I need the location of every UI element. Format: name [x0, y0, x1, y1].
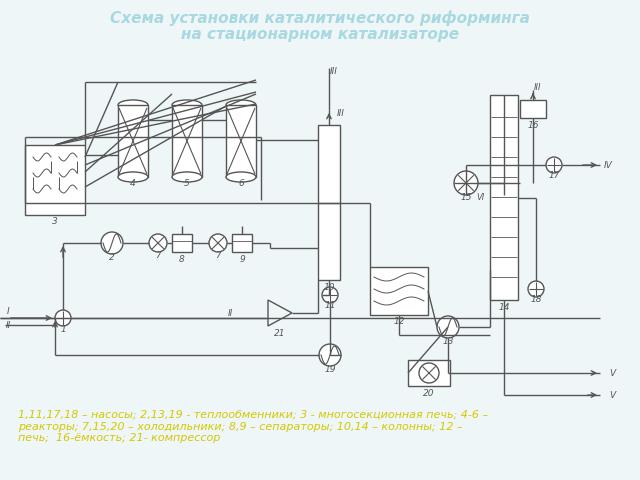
- Text: 19: 19: [324, 364, 336, 373]
- Text: 6: 6: [238, 180, 244, 189]
- Ellipse shape: [226, 100, 256, 110]
- Circle shape: [322, 287, 338, 303]
- Bar: [318, 125, 340, 280]
- Ellipse shape: [172, 100, 202, 110]
- Text: III: III: [337, 108, 345, 118]
- Text: на стационарном катализаторе: на стационарном катализаторе: [181, 26, 459, 41]
- Text: 4: 4: [130, 180, 136, 189]
- Text: 14: 14: [499, 302, 509, 312]
- Text: II: II: [5, 321, 11, 329]
- Text: VI: VI: [476, 192, 484, 202]
- Text: IV: IV: [604, 160, 612, 169]
- Circle shape: [101, 232, 123, 254]
- Ellipse shape: [118, 100, 148, 110]
- Text: I: I: [6, 308, 10, 316]
- Circle shape: [528, 281, 544, 297]
- Bar: [232, 234, 252, 252]
- Ellipse shape: [172, 172, 202, 182]
- Text: 11: 11: [324, 301, 336, 311]
- Text: 1,11,17,18 – насосы; 2,13,19 - теплообменники; 3 - многосекционная печь; 4-6 –
р: 1,11,17,18 – насосы; 2,13,19 - теплообме…: [18, 410, 488, 443]
- Bar: [172, 234, 192, 252]
- Text: V: V: [609, 369, 615, 377]
- Circle shape: [546, 157, 562, 173]
- Circle shape: [319, 344, 341, 366]
- Text: 20: 20: [423, 388, 435, 397]
- Text: II: II: [227, 309, 232, 317]
- Text: 13: 13: [442, 336, 454, 346]
- Circle shape: [55, 310, 71, 326]
- Bar: [370, 267, 428, 315]
- Text: 5: 5: [184, 180, 190, 189]
- Text: V: V: [609, 391, 615, 399]
- Bar: [520, 100, 546, 118]
- Text: 8: 8: [179, 254, 185, 264]
- Bar: [25, 145, 85, 215]
- Text: 10: 10: [323, 283, 335, 291]
- Text: Схема установки каталитического риформинга: Схема установки каталитического риформин…: [110, 10, 530, 26]
- Bar: [408, 360, 450, 386]
- Text: 3: 3: [52, 217, 58, 227]
- Ellipse shape: [118, 172, 148, 182]
- Circle shape: [209, 234, 227, 252]
- Text: 7: 7: [155, 251, 161, 260]
- Bar: [172, 105, 202, 177]
- Text: 18: 18: [531, 296, 541, 304]
- Text: 2: 2: [109, 252, 115, 262]
- Circle shape: [149, 234, 167, 252]
- Text: 12: 12: [393, 317, 404, 326]
- Text: 1: 1: [60, 324, 66, 334]
- Circle shape: [454, 171, 478, 195]
- Bar: [226, 105, 256, 177]
- Text: 21: 21: [275, 328, 285, 337]
- Text: III: III: [330, 68, 338, 76]
- Text: 17: 17: [548, 171, 560, 180]
- Text: 15: 15: [460, 193, 472, 203]
- Text: 9: 9: [239, 254, 245, 264]
- Bar: [118, 105, 148, 177]
- Bar: [490, 95, 518, 300]
- Ellipse shape: [226, 172, 256, 182]
- Circle shape: [419, 363, 439, 383]
- Text: 7: 7: [215, 251, 221, 260]
- Text: 16: 16: [527, 120, 539, 130]
- Text: III: III: [534, 84, 541, 93]
- Circle shape: [437, 316, 459, 338]
